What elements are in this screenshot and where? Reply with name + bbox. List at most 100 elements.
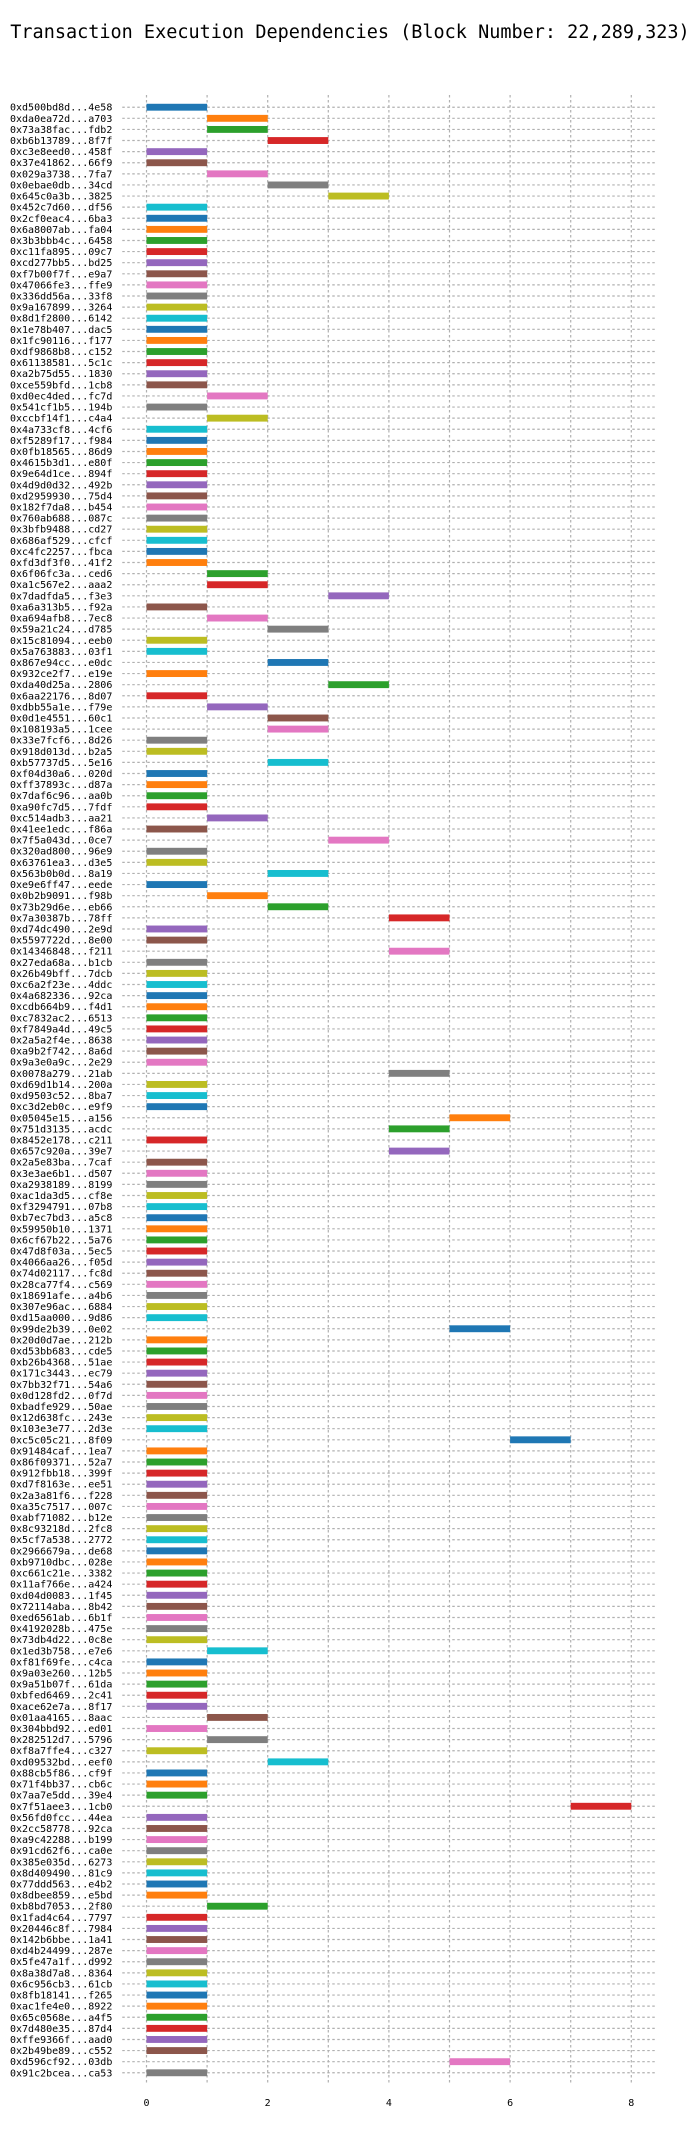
transaction-label: 0x99de2b39...0e02	[10, 1324, 112, 1335]
transaction-bar	[146, 792, 208, 800]
transaction-bar	[146, 1691, 208, 1699]
transaction-label: 0x7f5a043d...0ce7	[10, 836, 112, 847]
transaction-bar	[146, 881, 208, 889]
transaction-label: 0xa694afb8...7ec8	[10, 614, 112, 625]
transaction-bar	[146, 1625, 208, 1633]
transaction-bar	[388, 1069, 450, 1077]
transaction-bar	[207, 614, 268, 622]
transaction-bar	[146, 1036, 208, 1044]
transaction-label: 0x1fad4c64...7797	[10, 1913, 112, 1924]
transaction-label: 0xac1fe4e0...8922	[10, 2002, 112, 2013]
transaction-label: 0x74d02117...fc8d	[10, 1269, 112, 1280]
transaction-label: 0x171c3443...ec79	[10, 1369, 112, 1380]
transaction-label: 0xb6b13789...8f7f	[10, 136, 112, 147]
transaction-label: 0x282512d7...5796	[10, 1735, 112, 1746]
transaction-bar	[267, 903, 329, 911]
transaction-bar	[146, 1980, 208, 1988]
transaction-label: 0x91c2bcea...ca53	[10, 2068, 112, 2079]
transaction-bar	[146, 958, 208, 966]
transaction-bar	[146, 314, 208, 322]
transaction-bar	[146, 825, 208, 833]
transaction-label: 0xb26b4368...51ae	[10, 1358, 112, 1369]
transaction-bar	[510, 1436, 571, 1444]
transaction-label: 0x14346848...f211	[10, 947, 112, 958]
transaction-label: 0xa1c567e2...aaa2	[10, 580, 112, 591]
transaction-bar	[146, 1780, 208, 1788]
transaction-bar	[146, 159, 208, 167]
transaction-bar	[207, 170, 268, 178]
transaction-label: 0x541cf1b5...194b	[10, 403, 112, 414]
transaction-bar	[146, 1203, 208, 1211]
transaction-label: 0x6c956cb3...61cb	[10, 1979, 112, 1990]
transaction-label: 0xa2938189...8199	[10, 1180, 112, 1191]
transaction-label: 0x6aa22176...8d07	[10, 691, 112, 702]
transaction-bar	[146, 1891, 208, 1899]
transaction-label: 0x9e64d1ce...894f	[10, 469, 112, 480]
transaction-label: 0x0ebae0db...34cd	[10, 180, 112, 191]
x-tick-label: 2	[265, 2098, 271, 2109]
transaction-bar	[146, 1269, 208, 1277]
transaction-bar	[146, 1258, 208, 1266]
transaction-label: 0xa2b75d55...1830	[10, 369, 112, 380]
transaction-label: 0x182f7da8...b454	[10, 502, 112, 513]
transaction-label: 0x9a51b07f...61da	[10, 1680, 112, 1691]
transaction-bar	[146, 1058, 208, 1066]
transaction-label: 0xa9c42288...b199	[10, 1835, 112, 1846]
transaction-bar	[146, 1469, 208, 1477]
transaction-bar	[267, 181, 329, 189]
transaction-label: 0x8c93218d...2fc8	[10, 1524, 112, 1535]
transaction-bar	[146, 1103, 208, 1111]
transaction-label: 0x7bb32f71...54a6	[10, 1380, 112, 1391]
transaction-label: 0x63761ea3...d3e5	[10, 858, 112, 869]
transaction-label: 0xdbb55a1e...f79e	[10, 702, 112, 713]
transaction-label: 0x15c81094...eeb0	[10, 636, 112, 647]
transaction-bar	[146, 292, 208, 300]
transaction-label: 0x01aa4165...8aac	[10, 1713, 112, 1724]
transaction-bar	[146, 203, 208, 211]
x-tick-label: 4	[386, 2098, 392, 2109]
transaction-label: 0x0078a279...21ab	[10, 1069, 112, 1080]
transaction-bar	[146, 559, 208, 566]
transaction-label: 0xff37893c...d87a	[10, 780, 112, 791]
transaction-label: 0x7d480e35...87d4	[10, 2024, 112, 2035]
transaction-bar	[146, 1380, 208, 1388]
transaction-bar	[146, 547, 208, 555]
transaction-label: 0x867e94cc...e0dc	[10, 658, 112, 669]
transaction-bar	[146, 770, 208, 777]
transaction-label: 0x657c920a...39e7	[10, 1147, 112, 1158]
transaction-label: 0x61138581...5c1c	[10, 358, 112, 369]
transaction-bar	[146, 1491, 208, 1499]
transaction-label: 0x27eda68a...b1cb	[10, 958, 112, 969]
transaction-bar	[207, 1736, 268, 1744]
transaction-label: 0x8d1f2800...6142	[10, 314, 112, 325]
transaction-label: 0x47066fe3...ffe9	[10, 280, 112, 291]
transaction-label: 0xc514adb3...aa21	[10, 813, 112, 824]
transaction-bar	[146, 103, 208, 111]
transaction-label: 0x88cb5f86...cf9f	[10, 1768, 112, 1779]
transaction-bar	[207, 703, 268, 711]
transaction-label: 0x320ad800...96e9	[10, 847, 112, 858]
transaction-label: 0x2966679a...de68	[10, 1546, 112, 1557]
transaction-bar	[146, 1358, 208, 1366]
transaction-bar	[146, 1547, 208, 1555]
transaction-label: 0xda40d25a...2806	[10, 680, 112, 691]
transaction-bar	[267, 659, 329, 666]
transaction-bar	[207, 414, 268, 422]
transaction-label: 0x452c7d60...df56	[10, 203, 112, 214]
transaction-bar	[146, 2036, 208, 2043]
transaction-label: 0x8fb18141...f265	[10, 1991, 112, 2002]
transaction-bar	[146, 1591, 208, 1599]
transaction-bar	[146, 1014, 208, 1022]
transaction-bar	[146, 148, 208, 156]
transaction-bar	[388, 1147, 450, 1155]
transaction-label: 0x4066aa26...f05d	[10, 1258, 112, 1269]
transaction-bar	[146, 370, 208, 378]
transaction-label: 0x9a3e0a9c...2e29	[10, 1058, 112, 1069]
transaction-label: 0x2a5e83ba...7caf	[10, 1158, 112, 1169]
transaction-label: 0x103e3e77...2d3e	[10, 1424, 112, 1435]
transaction-bar	[146, 1747, 208, 1755]
transaction-label: 0xd0ec4ded...fc7d	[10, 391, 112, 402]
transaction-label: 0x2a5a2f4e...8638	[10, 1036, 112, 1047]
transaction-bar	[328, 592, 389, 600]
transaction-label: 0x6f06fc3a...ced6	[10, 569, 112, 580]
